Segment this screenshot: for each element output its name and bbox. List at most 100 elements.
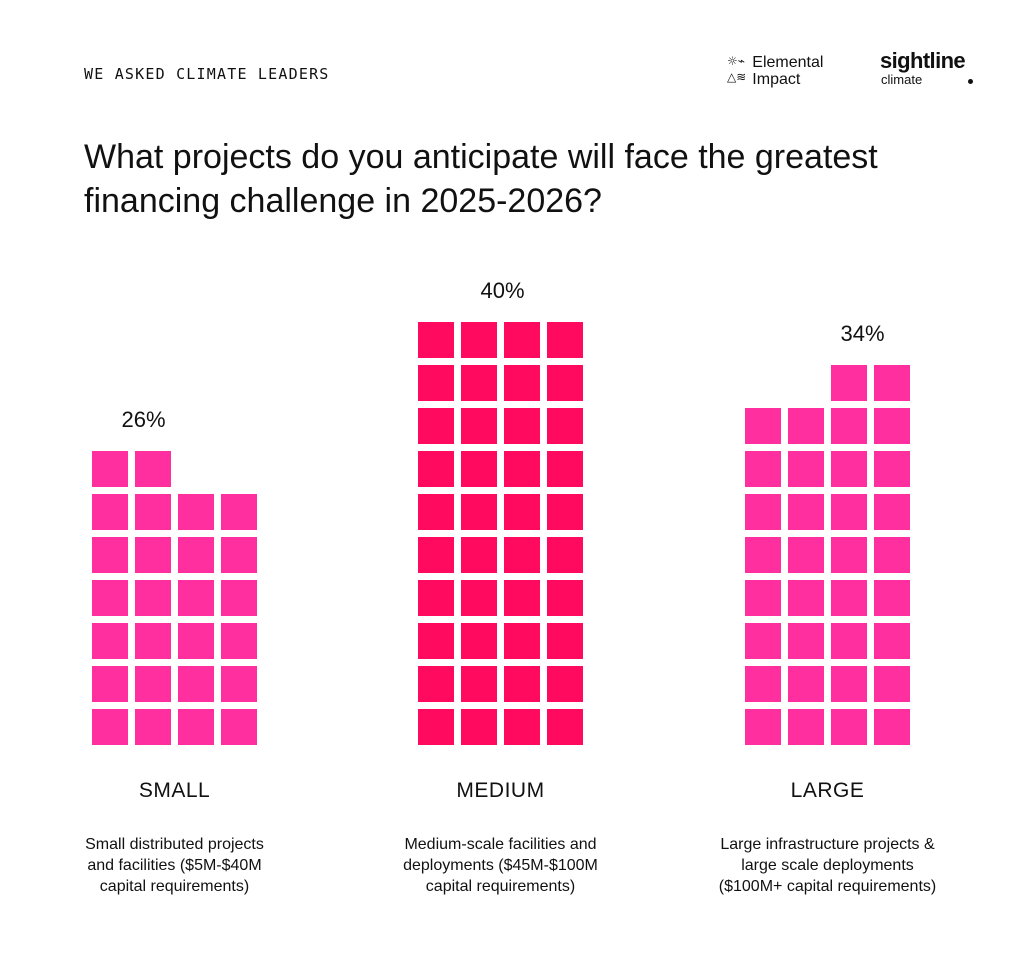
waffle-cell-large: [874, 537, 910, 573]
category-label-small: SMALL: [138, 779, 211, 802]
category-label-medium: MEDIUM: [456, 779, 545, 802]
category-description-medium: Medium-scale facilities and deployments (…: [351, 834, 651, 897]
category-label-large: LARGE: [790, 779, 865, 802]
waffle-cell-medium: [461, 408, 497, 444]
value-label-medium: 40%: [480, 278, 524, 303]
elemental-impact-icon: ☼⌁ △≋: [727, 54, 746, 85]
waffle-cell-medium: [461, 365, 497, 401]
waffle-cell-medium: [418, 623, 454, 659]
waffle-cell-large: [874, 408, 910, 444]
waffle-cell-medium: [547, 709, 583, 745]
waffle-cell-small: [92, 451, 128, 487]
waffle-cell-large: [831, 580, 867, 616]
waffle-cell-medium: [418, 494, 454, 530]
elemental-icon-row-2: △≋: [727, 70, 747, 84]
value-label-large: 34%: [840, 321, 884, 346]
waffle-cell-large: [831, 537, 867, 573]
waffle-cell-medium: [504, 709, 540, 745]
category-description-large: Large infrastructure projects & large sca…: [678, 834, 978, 897]
waffle-cell-large: [874, 494, 910, 530]
waffle-cell-small: [135, 623, 171, 659]
waffle-cell-large: [831, 408, 867, 444]
kicker-label: WE ASKED CLIMATE LEADERS: [84, 65, 330, 83]
waffle-cell-small: [221, 580, 257, 616]
waffle-cell-medium: [547, 623, 583, 659]
waffle-cell-small: [178, 537, 214, 573]
sightline-climate-logo: sightline climate: [880, 49, 973, 87]
waffle-cell-large: [788, 666, 824, 702]
waffle-cell-small: [178, 666, 214, 702]
elemental-logo-line-2: Impact: [752, 71, 801, 88]
waffle-cell-large: [788, 709, 824, 745]
waffle-cell-small: [178, 709, 214, 745]
waffle-cell-small: [221, 666, 257, 702]
waffle-cell-medium: [418, 666, 454, 702]
waffle-cell-medium: [504, 580, 540, 616]
waffle-cell-large: [874, 666, 910, 702]
waffle-cell-small: [221, 623, 257, 659]
description-line: large scale deployments: [741, 857, 914, 874]
waffle-cell-large: [788, 580, 824, 616]
waffle-cell-medium: [547, 365, 583, 401]
waffle-cell-large: [831, 623, 867, 659]
waffle-cell-small: [92, 666, 128, 702]
waffle-cell-small: [135, 709, 171, 745]
waffle-cell-medium: [504, 494, 540, 530]
waffle-cell-large: [788, 408, 824, 444]
waffle-cell-medium: [461, 537, 497, 573]
waffle-cell-medium: [418, 408, 454, 444]
waffle-cell-medium: [504, 537, 540, 573]
waffle-cell-medium: [461, 451, 497, 487]
chart-title: What projects do you anticipate will fac…: [84, 138, 878, 220]
elemental-logo-line-1: Elemental: [752, 54, 824, 71]
description-line: deployments ($45M-$100M: [403, 857, 598, 874]
description-line: ($100M+ capital requirements): [718, 878, 937, 895]
waffle-cell-small: [135, 451, 171, 487]
waffle-cell-small: [135, 537, 171, 573]
waffle-cell-small: [92, 537, 128, 573]
waffle-cell-medium: [418, 537, 454, 573]
waffle-cell-large: [745, 451, 781, 487]
waffle-cell-large: [745, 580, 781, 616]
waffle-cell-large: [831, 365, 867, 401]
waffle-cell-large: [831, 451, 867, 487]
waffle-cell-medium: [504, 322, 540, 358]
waffle-cell-medium: [418, 322, 454, 358]
waffle-cell-large: [788, 494, 824, 530]
waffle-cell-small: [135, 666, 171, 702]
waffle-cell-small: [221, 494, 257, 530]
waffle-cell-medium: [461, 666, 497, 702]
waffle-cell-medium: [547, 537, 583, 573]
description-line: Medium-scale facilities and: [404, 836, 597, 853]
waffle-cell-medium: [418, 709, 454, 745]
waffle-cell-medium: [461, 322, 497, 358]
waffle-cell-medium: [547, 451, 583, 487]
waffle-cell-small: [92, 580, 128, 616]
sightline-logo-sub: climate: [881, 72, 923, 87]
waffle-cell-small: [92, 623, 128, 659]
waffle-cell-medium: [461, 623, 497, 659]
waffle-cell-large: [874, 709, 910, 745]
description-line: and facilities ($5M-$40M: [87, 857, 262, 874]
waffle-cell-small: [178, 494, 214, 530]
waffle-cell-small: [221, 709, 257, 745]
waffle-cell-medium: [418, 580, 454, 616]
waffle-cell-small: [92, 709, 128, 745]
sightline-logo-dot: [968, 79, 973, 84]
waffle-cell-medium: [504, 623, 540, 659]
description-line: capital requirements): [425, 878, 576, 895]
waffle-cell-medium: [547, 408, 583, 444]
waffle-cell-large: [745, 537, 781, 573]
waffle-cell-small: [92, 494, 128, 530]
waffle-cell-large: [874, 580, 910, 616]
waffle-cell-medium: [418, 365, 454, 401]
waffle-cell-small: [135, 580, 171, 616]
waffle-cell-large: [831, 666, 867, 702]
waffle-cell-medium: [547, 666, 583, 702]
waffle-cell-medium: [504, 408, 540, 444]
description-line: capital requirements): [99, 878, 250, 895]
waffle-cell-large: [745, 623, 781, 659]
waffle-cell-medium: [461, 494, 497, 530]
